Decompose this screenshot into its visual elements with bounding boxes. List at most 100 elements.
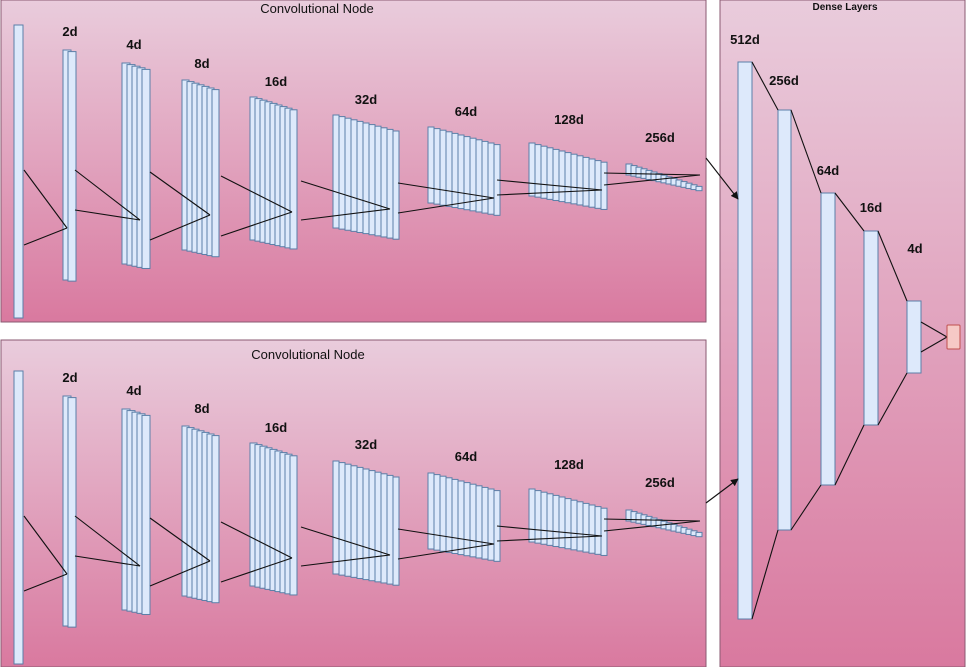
conv-layer-sheet bbox=[570, 153, 578, 205]
conv-layer-sheet bbox=[445, 477, 453, 553]
connection-line bbox=[496, 179, 603, 191]
layer-label: 128d bbox=[554, 457, 584, 472]
dense-layer bbox=[863, 230, 879, 426]
connection-line bbox=[74, 515, 141, 567]
conv-layer-sheet bbox=[445, 131, 453, 207]
layer-label: 16d bbox=[265, 420, 287, 435]
conv-node-1-layers bbox=[13, 24, 703, 319]
dense-layer bbox=[820, 192, 836, 486]
conv-layer-sheet bbox=[386, 128, 394, 239]
conv-layer-sheet bbox=[289, 455, 298, 596]
conv-layer-sheet bbox=[13, 370, 24, 665]
connection-line bbox=[220, 211, 293, 237]
conv-layer-sheet bbox=[141, 414, 151, 615]
conv-layer-sheet bbox=[546, 147, 554, 200]
dense-layer bbox=[777, 109, 792, 531]
connection-line bbox=[220, 557, 293, 583]
conv-layer-sheet bbox=[380, 473, 388, 584]
conv-layer-sheet bbox=[356, 466, 364, 579]
dense-connection bbox=[751, 529, 779, 620]
conv-layer-sheet bbox=[433, 474, 441, 551]
conv-layer-sheet bbox=[576, 501, 584, 552]
conv-layer-sheet bbox=[392, 476, 400, 586]
dense-layers-stack bbox=[737, 61, 961, 620]
dense-layer bbox=[737, 61, 753, 620]
layer-label: 64d bbox=[455, 104, 477, 119]
conv-layer-sheet bbox=[457, 480, 465, 556]
conv-layer-sheet bbox=[534, 490, 542, 544]
connection-line bbox=[397, 543, 495, 560]
conv-layer-sheet bbox=[469, 483, 477, 558]
connection-line bbox=[496, 525, 603, 537]
dense-layers-panel bbox=[719, 0, 966, 667]
conv-layer-sheet bbox=[392, 130, 400, 240]
layer-label: 256d bbox=[645, 475, 675, 490]
dense-layers-title: Dense Layers bbox=[812, 2, 877, 13]
dense-layer-label: 16d bbox=[860, 200, 882, 215]
conv-layer-sheet bbox=[451, 478, 459, 554]
connection-line bbox=[74, 169, 141, 221]
conv-layer-sheet bbox=[558, 496, 566, 549]
conv-layer-sheet bbox=[13, 24, 24, 319]
conv-layer-sheet bbox=[481, 140, 489, 214]
conv-layer-sheet bbox=[368, 124, 376, 236]
layer-label: 4d bbox=[126, 383, 141, 398]
layer-label: 256d bbox=[645, 130, 675, 145]
arrow-to-dense-1 bbox=[705, 157, 739, 200]
conv-layer-sheet bbox=[362, 122, 370, 235]
conv-layer-sheet bbox=[211, 89, 220, 258]
connection-line bbox=[74, 555, 141, 567]
conv-layer-sheet bbox=[582, 156, 590, 207]
conv-layer-sheet bbox=[374, 125, 382, 237]
conv-layer-sheet bbox=[374, 471, 382, 583]
layer-label: 128d bbox=[554, 112, 584, 127]
connection-line bbox=[300, 526, 391, 556]
dense-connection bbox=[877, 230, 908, 302]
dense-connection bbox=[790, 484, 822, 531]
dense-layer-label: 512d bbox=[730, 32, 760, 47]
conv-layer-sheet bbox=[481, 486, 489, 560]
conv-layer-sheet bbox=[594, 506, 602, 555]
layer-label: 8d bbox=[194, 56, 209, 71]
conv-layer-sheet bbox=[289, 109, 298, 250]
conv-layer-sheet bbox=[695, 531, 703, 538]
conv-layer-sheet bbox=[332, 114, 340, 229]
conv-layer-sheet bbox=[564, 498, 572, 550]
conv-layer-sheet bbox=[695, 185, 703, 192]
conv-layer-sheet bbox=[439, 129, 447, 206]
conv-layer-sheet bbox=[451, 132, 459, 208]
conv-layer-sheet bbox=[211, 435, 220, 604]
output-node bbox=[946, 324, 961, 350]
connection-line bbox=[23, 169, 68, 229]
conv-layer-sheet bbox=[576, 155, 584, 206]
conv-layer-sheet bbox=[564, 152, 572, 204]
connection-line bbox=[496, 189, 603, 196]
dense-layer-label: 4d bbox=[907, 241, 922, 256]
connection-line bbox=[300, 208, 391, 221]
dense-layer bbox=[906, 300, 922, 374]
connections bbox=[23, 157, 739, 592]
conv-layer-sheet bbox=[600, 161, 608, 210]
dense-connection bbox=[834, 424, 865, 486]
conv-layer-sheet bbox=[600, 507, 608, 556]
conv-layer-sheet bbox=[338, 462, 346, 576]
conv-layer-sheet bbox=[463, 136, 471, 211]
connection-line bbox=[603, 518, 701, 522]
layer-label: 4d bbox=[126, 37, 141, 52]
connection-line bbox=[149, 214, 211, 241]
conv-layer-sheet bbox=[534, 144, 542, 198]
conv-layer-sheet bbox=[350, 119, 358, 232]
conv-node-2-labels: 2d 4d 8d 16d 32d 64d 128d 256d bbox=[62, 370, 674, 490]
dense-connection bbox=[751, 61, 779, 111]
conv-layer-sheet bbox=[386, 474, 394, 585]
conv-layer-sheet bbox=[540, 145, 548, 199]
connection-line bbox=[74, 209, 141, 221]
connection-line bbox=[149, 560, 211, 587]
conv-node-title-1: Convolutional Node bbox=[260, 1, 373, 16]
connection-line bbox=[397, 197, 495, 214]
output-connection bbox=[920, 321, 948, 338]
connection-line bbox=[603, 520, 701, 532]
conv-layer-sheet bbox=[457, 134, 465, 210]
connection-line bbox=[220, 175, 293, 213]
conv-layer-sheet bbox=[546, 493, 554, 546]
